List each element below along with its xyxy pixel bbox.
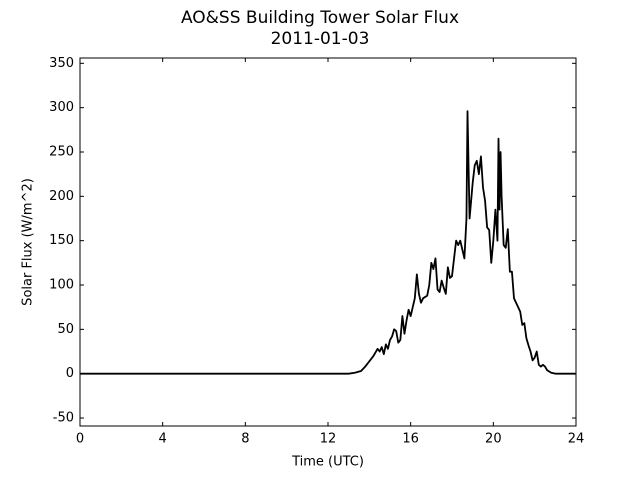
y-tick-label: 50 bbox=[57, 322, 74, 337]
y-tick-label: 200 bbox=[49, 189, 74, 204]
x-tick-label: 8 bbox=[241, 432, 249, 447]
x-axis-label: Time (UTC) bbox=[291, 455, 364, 470]
y-tick-label: 350 bbox=[49, 56, 74, 71]
y-tick-label: -50 bbox=[53, 411, 74, 426]
y-axis-label: Solar Flux (W/m^2) bbox=[21, 178, 36, 306]
x-tick-label: 16 bbox=[402, 432, 419, 447]
plot-frame bbox=[79, 57, 577, 427]
y-tick-label: 0 bbox=[66, 366, 74, 381]
x-tick-label: 24 bbox=[568, 432, 585, 447]
x-tick-label: 20 bbox=[485, 432, 502, 447]
y-tick-label: 100 bbox=[49, 278, 74, 293]
x-tick-label: 0 bbox=[76, 432, 84, 447]
x-tick-label: 4 bbox=[159, 432, 167, 447]
x-tick-label: 12 bbox=[320, 432, 337, 447]
y-tick-label: 150 bbox=[49, 233, 74, 248]
chart-subtitle: 2011-01-03 bbox=[271, 29, 370, 49]
chart-title: AO&SS Building Tower Solar Flux bbox=[181, 8, 459, 28]
line bbox=[80, 110, 576, 375]
y-tick-label: 300 bbox=[49, 100, 74, 115]
y-tick-label: 250 bbox=[49, 144, 74, 159]
